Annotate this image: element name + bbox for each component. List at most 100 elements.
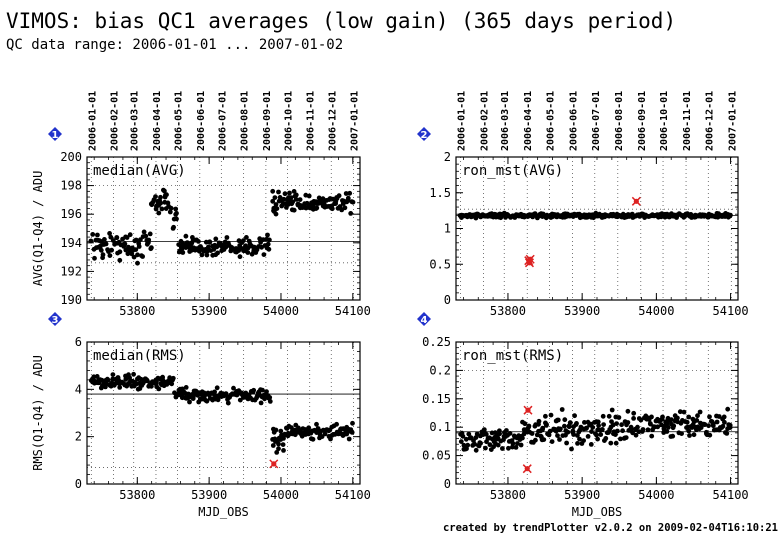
data-point xyxy=(463,436,469,442)
data-point xyxy=(608,440,614,446)
data-point xyxy=(162,188,167,194)
x-tick-label: 53900 xyxy=(191,304,227,318)
data-point xyxy=(135,260,140,266)
data-point xyxy=(231,385,236,391)
x-axis-label: MJD_OBS xyxy=(198,505,249,519)
outlier-point xyxy=(631,196,641,206)
data-point xyxy=(722,419,727,425)
data-point xyxy=(258,400,264,406)
data-point xyxy=(267,395,273,400)
data-point xyxy=(244,235,249,240)
data-point xyxy=(577,436,582,442)
data-point xyxy=(345,198,351,203)
data-point xyxy=(131,371,137,377)
data-point xyxy=(274,450,280,455)
data-point xyxy=(506,445,511,451)
data-point xyxy=(707,432,713,438)
data-point xyxy=(293,192,299,198)
data-point xyxy=(145,378,150,384)
data-point xyxy=(466,431,472,437)
y-tick-label: 0.5 xyxy=(429,257,451,271)
data-point xyxy=(687,433,692,438)
data-point xyxy=(133,237,139,243)
date-tick-label: 2006-07-01 xyxy=(217,91,228,151)
data-point xyxy=(620,428,625,434)
data-point xyxy=(648,421,653,427)
data-point xyxy=(619,422,624,428)
data-point xyxy=(273,427,279,433)
data-point xyxy=(127,232,133,238)
data-point xyxy=(103,241,109,247)
panel-badge-diamond xyxy=(417,127,431,141)
data-point xyxy=(105,377,111,383)
panel-2: 0 0.5 1 1.5 2 53800 53900 54000 54100 ron_mst(AVG… xyxy=(417,91,749,318)
data-point xyxy=(167,209,173,215)
data-point xyxy=(287,190,292,196)
data-point xyxy=(596,423,601,428)
data-point xyxy=(649,414,654,420)
figure-subtitle: QC data range: 2006-01-01 ... 2007-01-02 xyxy=(6,37,343,53)
data-point xyxy=(625,408,631,414)
data-point xyxy=(117,249,123,255)
data-point xyxy=(584,425,589,431)
data-point xyxy=(124,235,130,240)
data-point xyxy=(276,441,281,447)
data-point xyxy=(291,189,297,194)
date-tick-label: 2006-06-01 xyxy=(196,91,207,151)
data-point xyxy=(187,399,192,405)
data-point xyxy=(562,417,568,423)
y-tick-label: 1 xyxy=(444,222,451,236)
data-point xyxy=(669,417,674,423)
data-point xyxy=(196,239,201,244)
data-point xyxy=(223,391,229,396)
date-tick-label: 2006-03-01 xyxy=(500,91,511,151)
data-point xyxy=(276,189,281,195)
date-tick-label: 2007-01-01 xyxy=(727,91,738,151)
data-point xyxy=(629,426,634,432)
data-point xyxy=(224,235,230,240)
panel-badge-number: 3 xyxy=(52,315,59,326)
data-point xyxy=(274,206,280,212)
y-tick-label: 2 xyxy=(75,430,82,444)
data-point xyxy=(347,190,353,196)
data-point xyxy=(555,417,561,423)
data-point xyxy=(645,427,651,433)
panel-badge-diamond xyxy=(48,312,62,326)
data-point xyxy=(260,387,265,393)
data-point xyxy=(510,444,515,450)
y-tick-label: 2 xyxy=(444,150,451,164)
date-tick-label: 2006-01-01 xyxy=(456,91,467,151)
date-tick-label: 2006-03-01 xyxy=(130,91,141,151)
data-point xyxy=(603,436,609,441)
data-point xyxy=(140,254,146,259)
x-tick-label: 54100 xyxy=(335,488,371,502)
data-point xyxy=(565,429,571,435)
y-tick-label: 0 xyxy=(444,293,451,307)
data-point xyxy=(630,430,635,436)
data-point xyxy=(483,431,489,437)
panel-badge-number: 4 xyxy=(421,315,428,326)
panel-1: 190 192 194 196 198 200 53800 53900 54000 54100 me… xyxy=(31,91,371,318)
data-point xyxy=(618,436,623,442)
data-point xyxy=(625,420,631,425)
x-tick-label: 54000 xyxy=(263,304,299,318)
data-point xyxy=(649,433,655,439)
data-point xyxy=(314,205,320,211)
data-point xyxy=(518,442,524,448)
panel-label: median(RMS) xyxy=(93,348,186,364)
date-tick-label: 2007-01-01 xyxy=(350,91,361,151)
y-tick-label: 0.05 xyxy=(422,449,451,463)
data-point xyxy=(261,252,267,257)
data-point xyxy=(170,377,176,383)
data-point xyxy=(272,195,278,201)
data-point xyxy=(558,426,563,432)
data-point xyxy=(581,438,586,443)
data-point xyxy=(571,432,576,437)
data-point xyxy=(664,429,670,434)
data-point xyxy=(595,419,601,425)
y-tick-label: 0.2 xyxy=(429,363,451,377)
data-point xyxy=(686,428,692,434)
data-point xyxy=(600,427,605,432)
data-point xyxy=(526,423,532,429)
data-point xyxy=(520,435,525,441)
